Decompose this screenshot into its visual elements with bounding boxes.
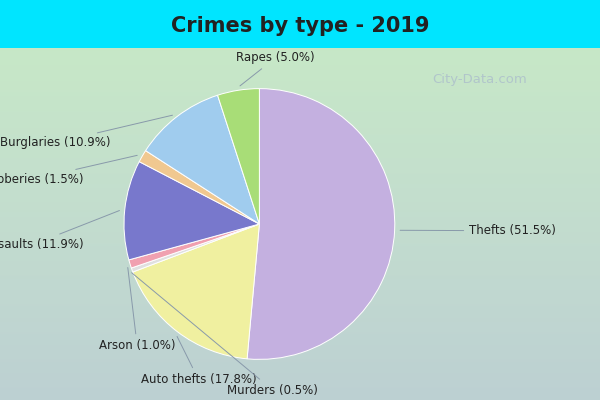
Wedge shape [129,224,259,268]
Text: City-Data.com: City-Data.com [433,74,527,86]
Wedge shape [131,224,259,272]
Text: Murders (0.5%): Murders (0.5%) [131,273,319,397]
Text: Thefts (51.5%): Thefts (51.5%) [400,224,556,237]
Wedge shape [146,95,259,224]
Text: Burglaries (10.9%): Burglaries (10.9%) [0,115,172,149]
Wedge shape [218,89,259,224]
Wedge shape [124,162,259,260]
Wedge shape [133,224,259,359]
Text: Auto thefts (17.8%): Auto thefts (17.8%) [140,336,256,386]
Wedge shape [139,151,259,224]
Wedge shape [247,89,395,359]
Text: Arson (1.0%): Arson (1.0%) [99,268,175,352]
Text: Robberies (1.5%): Robberies (1.5%) [0,155,137,186]
Text: Rapes (5.0%): Rapes (5.0%) [236,51,315,86]
Text: Assaults (11.9%): Assaults (11.9%) [0,210,119,251]
Text: Crimes by type - 2019: Crimes by type - 2019 [171,16,429,36]
